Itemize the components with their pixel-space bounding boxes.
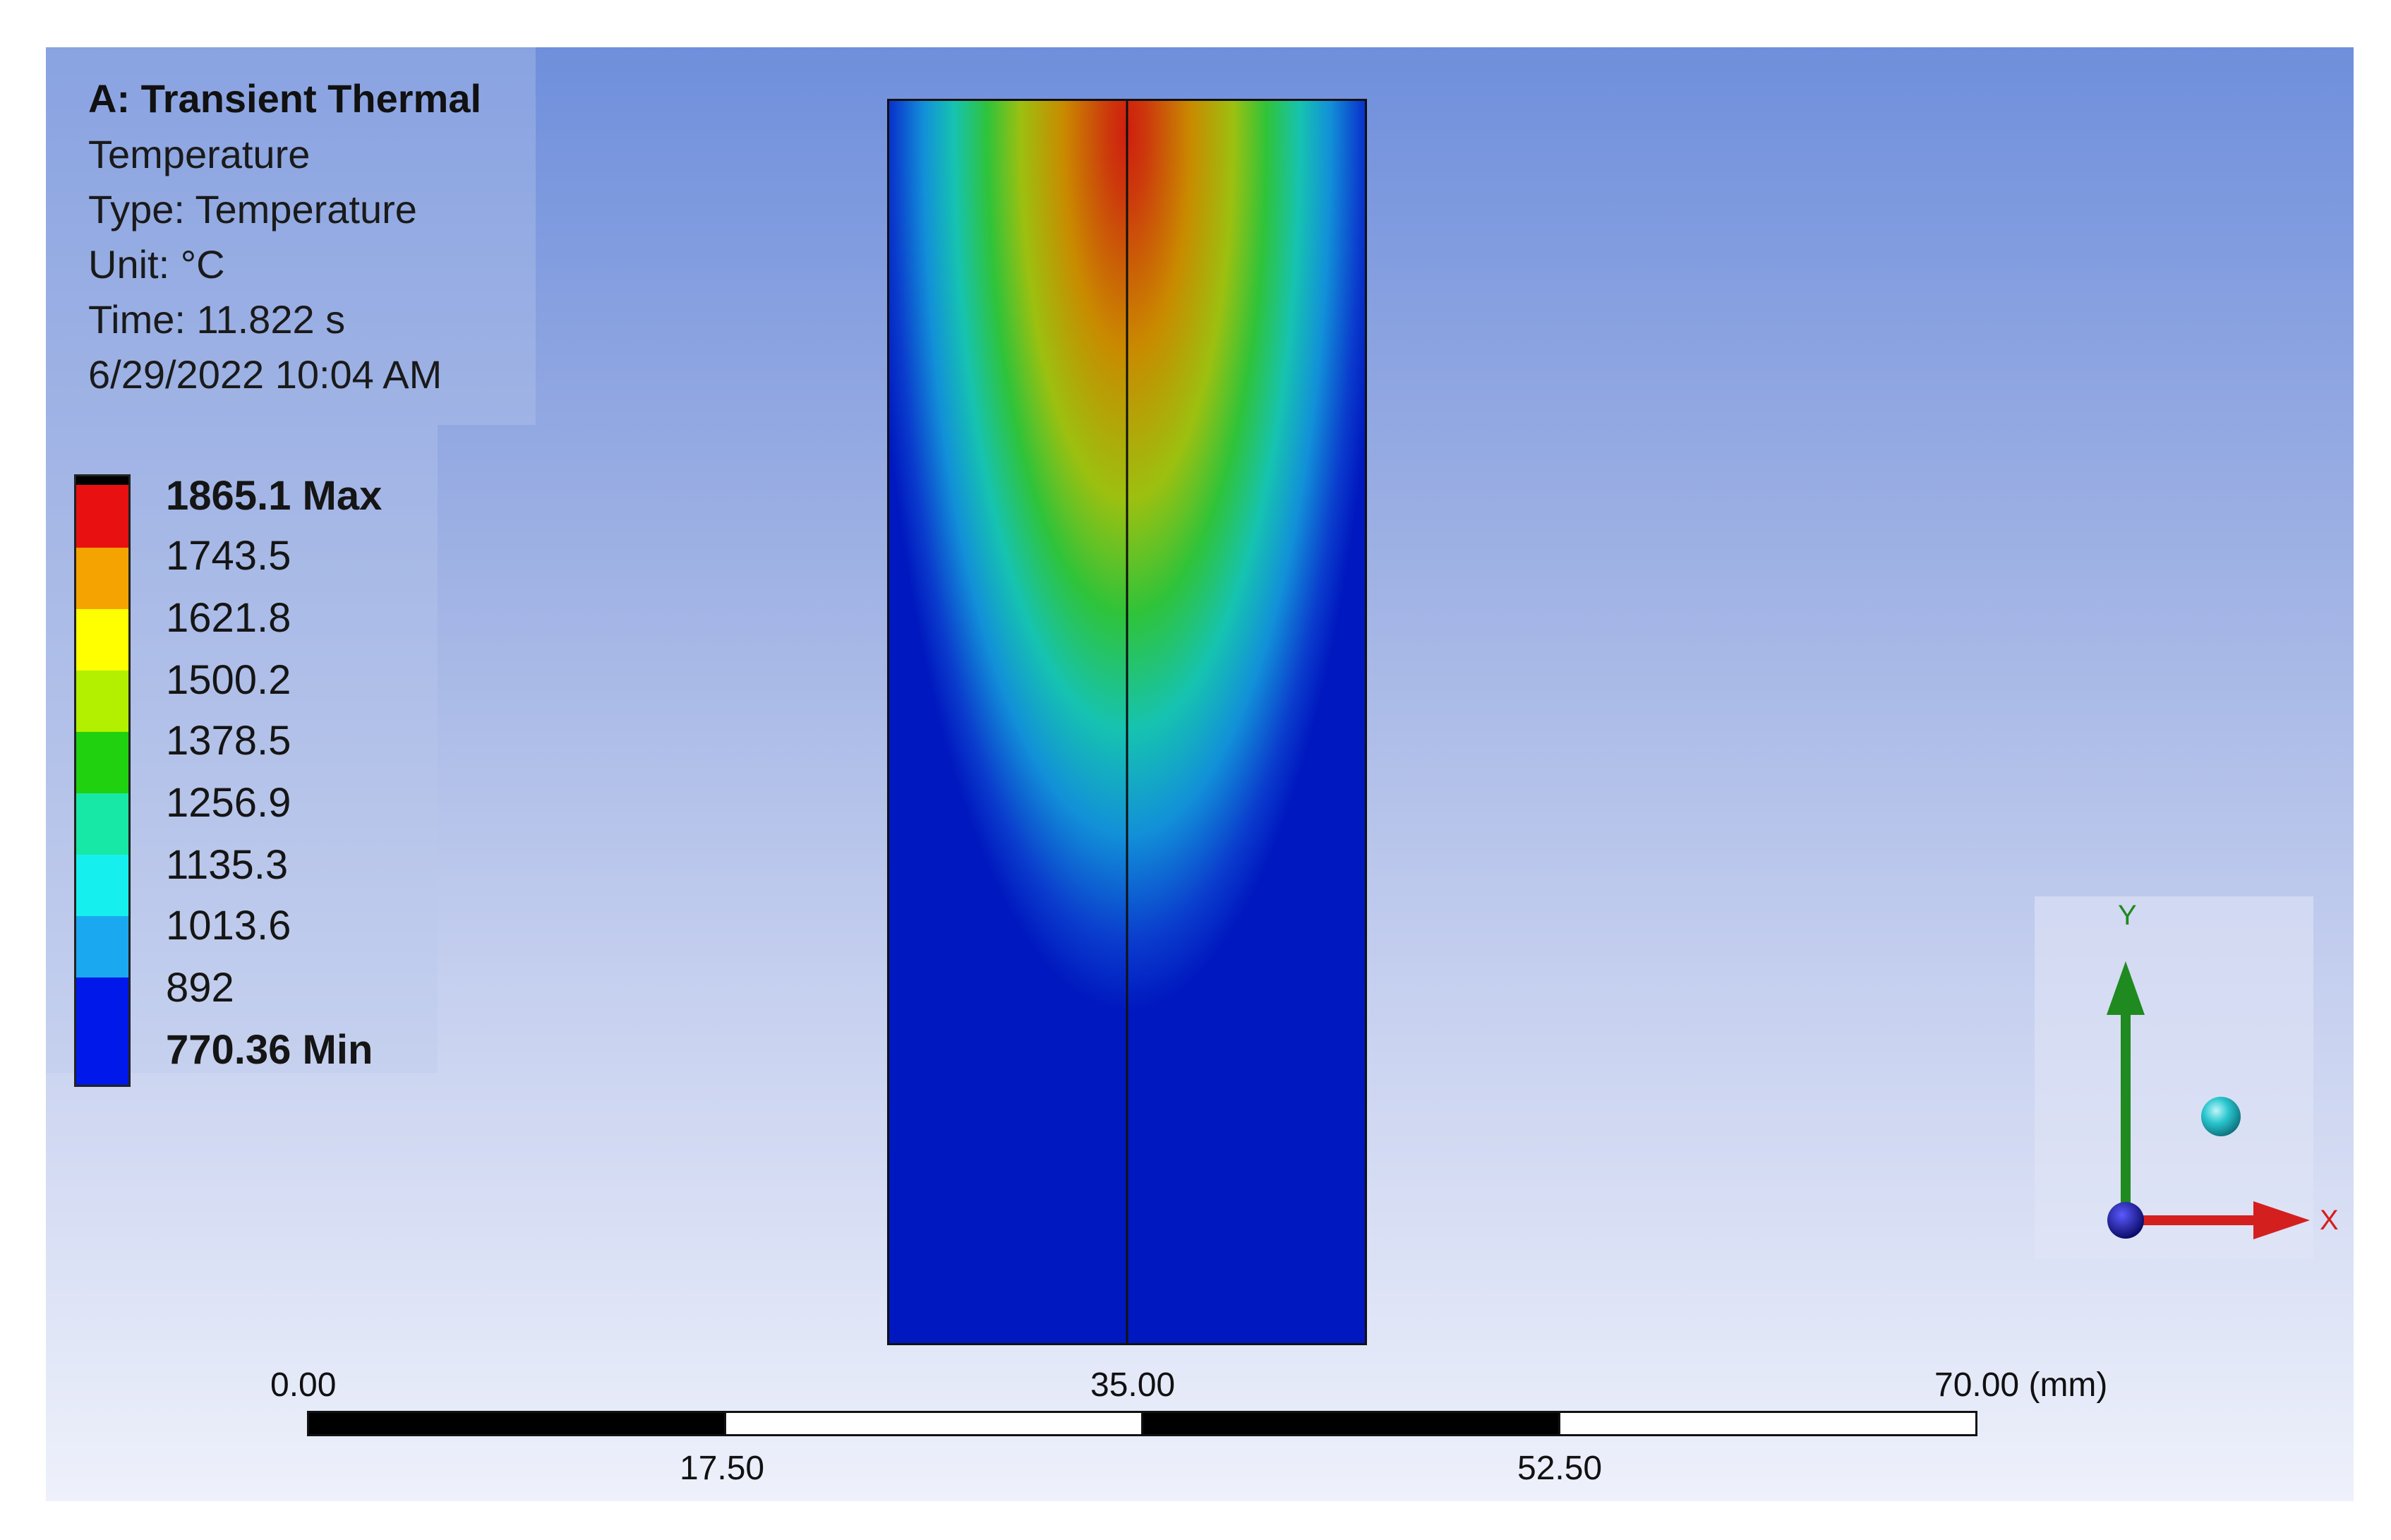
legend-label: 1500.2 (166, 657, 291, 703)
color-band-6 (76, 793, 128, 855)
result-info-panel: A: Transient Thermal Temperature Type: T… (46, 47, 536, 425)
x-axis-label: X (2320, 1205, 2339, 1236)
result-type: Type: Temperature (88, 187, 417, 231)
contour-plot (889, 101, 1365, 1343)
color-band-7 (76, 855, 128, 916)
legend-label: 1256.9 (166, 780, 291, 826)
legend-label: 1013.6 (166, 903, 291, 949)
scale-segment (1141, 1411, 1560, 1436)
scale-label-35: 35.00 (1090, 1366, 1176, 1404)
legend-label: 1378.5 (166, 718, 291, 764)
triad-panel (2035, 896, 2313, 1258)
y-axis-arrowhead (2107, 961, 2145, 1015)
scale-label-52-5: 52.50 (1517, 1450, 1603, 1487)
x-axis-shaft (2135, 1215, 2262, 1225)
scale-segment (307, 1411, 726, 1436)
view-sphere[interactable] (2201, 1097, 2241, 1136)
scale-segment (1558, 1411, 1977, 1436)
graphics-viewport[interactable]: A: Transient Thermal Temperature Type: T… (46, 47, 2354, 1501)
color-band-8 (76, 916, 128, 977)
result-time: Time: 11.822 s (88, 297, 346, 342)
color-band-2 (76, 548, 128, 609)
color-band-4 (76, 670, 128, 732)
legend-label: 892 (166, 965, 234, 1011)
coordinate-triad[interactable] (2035, 896, 2352, 1258)
scale-label-17-5: 17.50 (680, 1450, 765, 1487)
temperature-contour-model[interactable] (887, 99, 1367, 1345)
y-axis-shaft (2121, 1009, 2131, 1221)
origin-sphere (2107, 1202, 2144, 1239)
color-band-0 (76, 476, 128, 485)
scale-segment (724, 1411, 1143, 1436)
result-unit: Unit: °C (88, 242, 225, 287)
legend-label: 1621.8 (166, 595, 291, 641)
y-axis-label: Y (2118, 900, 2137, 931)
color-band-3 (76, 609, 128, 670)
color-band-5 (76, 732, 128, 793)
analysis-title: A: Transient Thermal (88, 76, 482, 121)
color-band-9 (76, 977, 128, 1085)
legend-max-label: 1865.1 Max (166, 473, 383, 519)
x-axis-arrowhead (2253, 1201, 2310, 1239)
scale-label-70: 70.00 (mm) (1934, 1366, 2108, 1404)
scale-label-0: 0.00 (270, 1366, 337, 1404)
legend-label: 1135.3 (166, 842, 289, 888)
color-band-1 (76, 485, 128, 548)
legend-label: 1743.5 (166, 533, 291, 579)
legend-min-label: 770.36 Min (166, 1027, 373, 1073)
result-name: Temperature (88, 132, 311, 176)
color-legend-bar[interactable] (74, 474, 131, 1087)
result-date: 6/29/2022 10:04 AM (88, 352, 442, 397)
